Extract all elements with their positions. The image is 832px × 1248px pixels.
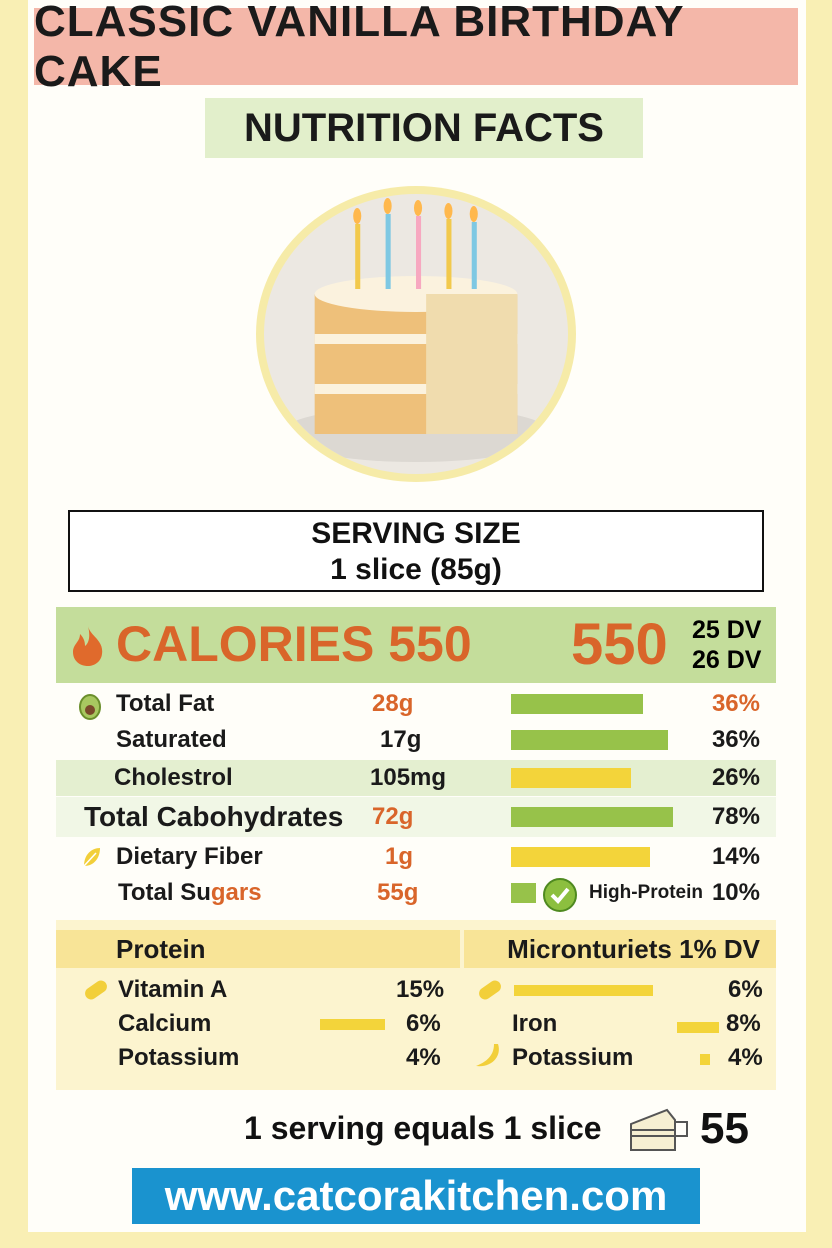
banana-icon — [476, 1044, 499, 1067]
serving-size-value: 1 slice (85g) — [330, 553, 502, 586]
nutrient-amount: 72g — [372, 803, 414, 830]
name-part-highlight: gars — [210, 879, 262, 906]
nutrient-name: Saturated — [116, 726, 227, 753]
nutrient-name: Dietary Fiber — [116, 843, 263, 870]
nutrient-dv: 36% — [711, 690, 760, 717]
pill-icon — [479, 980, 501, 1000]
website-link[interactable]: www.catcorakitchen.com — [132, 1168, 700, 1224]
nutrient-row-total-fat: Total Fat 28g 36% — [56, 686, 776, 722]
nutrient-dv: 78% — [711, 803, 760, 830]
nutrient-dv: 26% — [711, 764, 760, 791]
dv-bar — [511, 883, 536, 903]
iron-dv: 8% — [726, 1010, 761, 1037]
iron-bar — [677, 1022, 719, 1033]
nutrient-row-carbohydrates: Total Cabohydrates 72g 78% — [56, 797, 776, 837]
micronutrients-header: Micronturiets 1% DV — [464, 930, 776, 968]
dv-line-1: 25 DV — [692, 616, 762, 644]
nutrient-amount: 55g — [377, 879, 419, 906]
nutrient-row-saturated: Saturated 17g 36% — [56, 722, 776, 758]
dv-bar — [511, 694, 643, 714]
dv-bar — [511, 807, 673, 827]
nutrient-dv: 14% — [711, 843, 760, 870]
section-title: NUTRITION FACTS — [205, 98, 643, 158]
calories-value: 550 — [571, 612, 668, 677]
micro-bar — [514, 985, 653, 996]
vitamin-a-label: Vitamin A — [118, 976, 228, 1003]
nutrient-amount: 28g — [372, 690, 414, 717]
calories-dv: 25 DV 26 DV — [692, 615, 761, 675]
iron-label: Iron — [512, 1010, 558, 1037]
vitamin-a-dv: 15% — [396, 976, 445, 1003]
cake-photo — [256, 186, 576, 482]
micro-potassium-dv: 4% — [728, 1044, 763, 1071]
nutrient-row-fiber: Dietary Fiber 1g 14% — [56, 839, 776, 875]
micro-potassium-label: Potassium — [512, 1044, 634, 1071]
serving-note: 1 serving equals 1 slice — [244, 1110, 602, 1146]
nutrient-row-sugars: Total Sugars 55g High-Protein 10% — [56, 875, 776, 912]
nutrient-name: Total Cabohydrates — [84, 801, 344, 832]
dv-line-2: 26 DV — [692, 646, 762, 674]
nutrient-amount: 105mg — [370, 764, 447, 791]
flame-icon — [73, 626, 103, 666]
micro-item-dv: 6% — [728, 976, 763, 1003]
page-title: CLASSIC VANILLA BIRTHDAY CAKE — [34, 0, 798, 96]
nutrient-name: Cholestrol — [114, 764, 233, 791]
pill-icon — [85, 980, 107, 1000]
potassium-label: Potassium — [118, 1044, 240, 1071]
dv-bar — [511, 768, 631, 788]
name-part: Total Su — [118, 879, 211, 906]
serving-size-label: SERVING SIZE — [311, 517, 521, 550]
serving-size-box: SERVING SIZE 1 slice (85g) — [68, 510, 764, 592]
dv-bar — [511, 847, 650, 867]
calcium-bar — [320, 1019, 385, 1030]
dv-bar — [511, 730, 668, 750]
nutrient-dv: 10% — [711, 879, 760, 906]
avocado-icon — [79, 694, 101, 720]
calories-band: CALORIES 550 550 25 DV 26 DV — [56, 607, 776, 683]
serving-count: 55 — [700, 1104, 749, 1153]
protein-header: Protein — [56, 930, 460, 968]
nutrient-name: Total Sugars — [118, 879, 262, 907]
calcium-dv: 6% — [406, 1010, 441, 1037]
nutrient-name: Total Fat — [116, 690, 215, 717]
check-icon — [543, 878, 577, 912]
nutrient-amount: 17g — [380, 726, 422, 753]
cake-slice-icon — [630, 1108, 688, 1151]
nutrient-amount: 1g — [385, 843, 414, 870]
nutrient-dv: 36% — [711, 726, 760, 753]
potassium-dv: 4% — [406, 1044, 441, 1071]
potassium-bar — [700, 1054, 710, 1065]
high-protein-badge: High-Protein — [589, 882, 703, 903]
calcium-label: Calcium — [118, 1010, 212, 1037]
leaf-icon — [83, 848, 100, 867]
calories-label: CALORIES 550 — [116, 616, 472, 672]
nutrient-row-cholesterol: Cholestrol 105mg 26% — [56, 760, 776, 796]
